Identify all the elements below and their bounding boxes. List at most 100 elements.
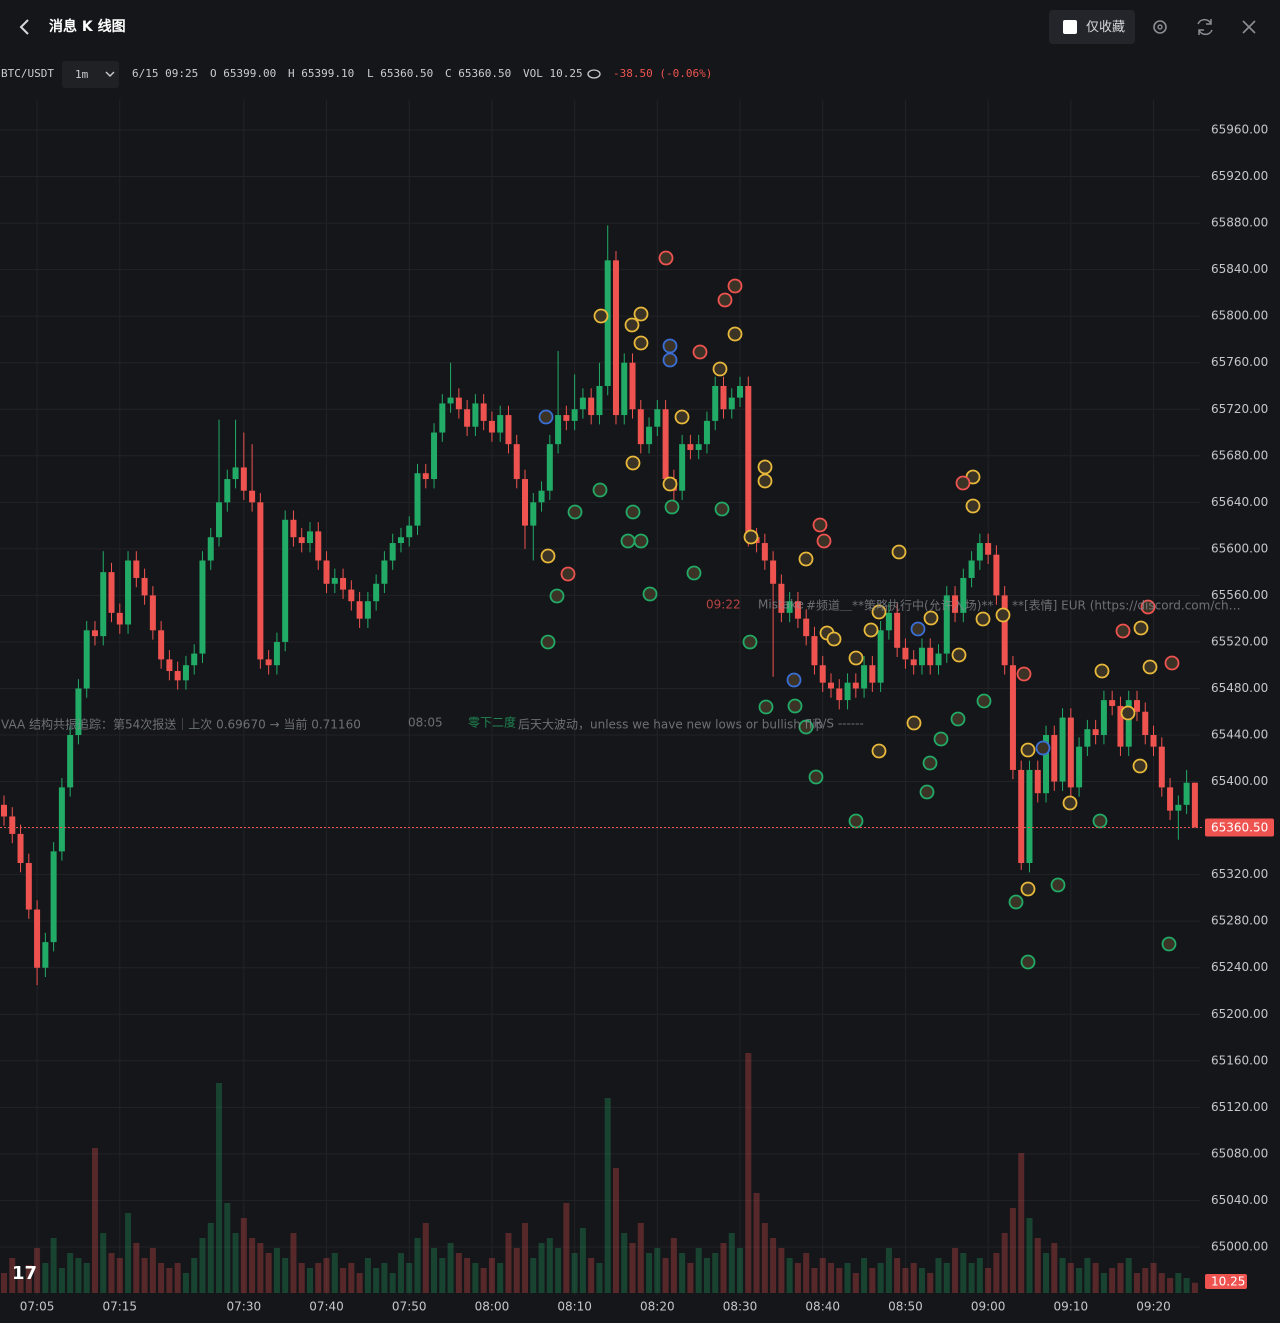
message-avatar xyxy=(642,586,658,602)
page-title: 消息 K 线图 xyxy=(49,18,126,35)
message-avatar xyxy=(1164,655,1180,671)
message-avatar xyxy=(662,352,678,368)
volume-bar xyxy=(9,1258,16,1293)
candle-body xyxy=(480,403,487,421)
x-tick-label: 08:00 xyxy=(475,1300,510,1314)
message-avatar xyxy=(714,501,730,517)
message-avatar xyxy=(674,409,690,425)
refresh-button[interactable] xyxy=(1197,18,1213,36)
volume-bar xyxy=(1067,1263,1074,1293)
candle-body xyxy=(182,665,189,681)
message-avatar xyxy=(975,611,991,627)
candle-body xyxy=(125,560,132,625)
candle-body xyxy=(869,665,876,683)
volume-bar xyxy=(50,1238,57,1293)
y-tick-label: 65520.00 xyxy=(1211,634,1268,648)
volume-bar xyxy=(58,1268,65,1293)
candle-body xyxy=(100,572,107,637)
candle-body xyxy=(952,595,959,613)
volume-bar xyxy=(1183,1278,1190,1293)
volume-bar xyxy=(34,1248,41,1293)
settings-button[interactable] xyxy=(1153,20,1167,34)
volume-bar xyxy=(1051,1243,1058,1293)
candle-body xyxy=(761,543,768,561)
volume-bar xyxy=(861,1258,868,1293)
x-tick-label: 07:50 xyxy=(392,1300,427,1314)
close-button[interactable] xyxy=(1242,20,1256,34)
message-avatar xyxy=(1020,742,1036,758)
volume-bar xyxy=(555,1248,562,1293)
volume-bar xyxy=(612,1168,619,1293)
candle-body xyxy=(406,525,413,538)
volume-bar xyxy=(431,1248,438,1293)
volume-bar xyxy=(960,1253,967,1293)
volume-bar xyxy=(803,1253,810,1293)
candle-body xyxy=(679,444,686,491)
candle-body xyxy=(141,577,148,596)
y-tick-label: 65480.00 xyxy=(1211,681,1268,695)
x-tick-label: 07:05 xyxy=(20,1300,55,1314)
message-avatar xyxy=(995,607,1011,623)
volume-bar xyxy=(753,1193,760,1293)
volume-bar xyxy=(224,1203,231,1293)
candle-body xyxy=(1150,735,1157,747)
candle-body xyxy=(1084,729,1091,747)
candle-body xyxy=(621,362,628,416)
candle-body xyxy=(1100,700,1107,736)
candle-body xyxy=(282,519,289,642)
candle-body xyxy=(968,560,975,578)
candle-body xyxy=(902,647,909,660)
y-tick-label: 65400.00 xyxy=(1211,774,1268,788)
message-avatar xyxy=(816,533,832,549)
message-avatar xyxy=(976,693,992,709)
favorites-toggle[interactable] xyxy=(1049,10,1135,44)
candle-body xyxy=(133,560,140,578)
volume-bar xyxy=(488,1258,495,1293)
candle-body xyxy=(1175,804,1182,811)
candle-body xyxy=(546,444,553,491)
message-avatar xyxy=(951,647,967,663)
volume-bar xyxy=(695,1248,702,1293)
candle-body xyxy=(522,479,529,526)
volume-bar xyxy=(877,1263,884,1293)
volume-bar xyxy=(265,1253,272,1293)
checkbox[interactable] xyxy=(1063,20,1077,34)
x-tick-label: 08:30 xyxy=(723,1300,758,1314)
message-avatar xyxy=(950,711,966,727)
y-tick-label: 65800.00 xyxy=(1211,309,1268,323)
volume-bar xyxy=(869,1268,876,1293)
volume-bar xyxy=(786,1258,793,1293)
message-avatar xyxy=(1092,813,1108,829)
candle-body xyxy=(530,502,537,526)
candle-body xyxy=(224,479,231,503)
y-tick-label: 65760.00 xyxy=(1211,355,1268,369)
logo: 17 xyxy=(12,1263,37,1284)
back-button[interactable] xyxy=(19,19,29,35)
message-avatar xyxy=(592,482,608,498)
candle-body xyxy=(778,583,785,613)
y-tick-label: 65600.00 xyxy=(1211,541,1268,555)
x-tick-label: 08:20 xyxy=(640,1300,675,1314)
candle-body xyxy=(174,671,181,681)
volume-bar xyxy=(1142,1268,1149,1293)
candle-body xyxy=(646,426,653,445)
y-tick-label: 65840.00 xyxy=(1211,262,1268,276)
candle-body xyxy=(331,577,338,584)
message-text: 后天大波动，unless we have new lows or bullish… xyxy=(518,718,823,732)
last-price-box xyxy=(1205,818,1274,837)
interval-select[interactable] xyxy=(62,61,119,88)
volume-bar xyxy=(397,1253,404,1293)
volume-bar xyxy=(885,1248,892,1293)
candle-body xyxy=(885,612,892,631)
volume-bar xyxy=(579,1228,586,1293)
candle-body xyxy=(67,735,74,788)
volume-bar xyxy=(546,1238,553,1293)
candle-body xyxy=(1133,700,1140,712)
candle-body xyxy=(257,502,264,660)
volume-bar xyxy=(794,1263,801,1293)
candle-body xyxy=(290,519,297,538)
candle-body xyxy=(191,653,198,666)
candle-body xyxy=(1092,729,1099,736)
eye-icon[interactable] xyxy=(587,69,601,79)
